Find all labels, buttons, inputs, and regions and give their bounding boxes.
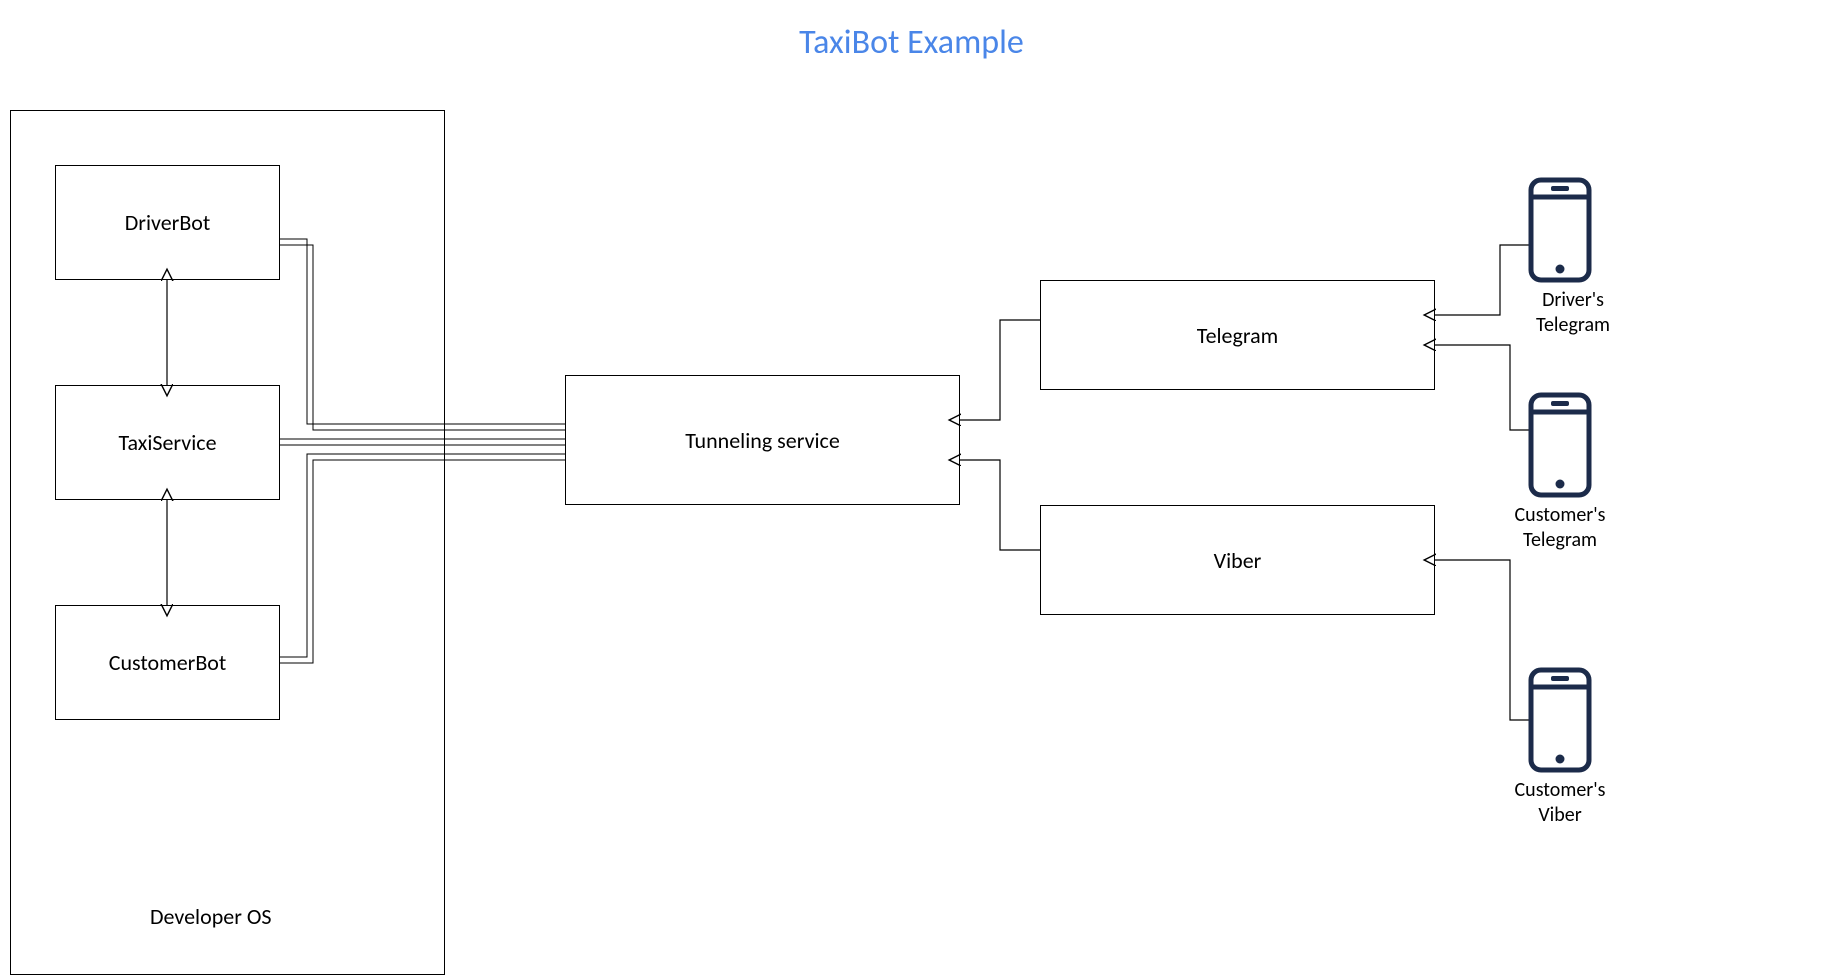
phone-icon	[1531, 180, 1589, 280]
node-label-viber: Viber	[1214, 547, 1262, 574]
diagram-title: TaxiBot Example	[0, 22, 1823, 63]
node-tunneling: Tunneling service	[565, 375, 960, 505]
node-label-taxi_service: TaxiService	[118, 429, 216, 456]
node-viber: Viber	[1040, 505, 1435, 615]
phone-label-customers_viber: Customer's Viber	[1500, 778, 1620, 828]
phone-icon	[1531, 395, 1589, 495]
node-taxi_service: TaxiService	[55, 385, 280, 500]
node-driver_bot: DriverBot	[55, 165, 280, 280]
node-label-telegram: Telegram	[1197, 322, 1278, 349]
node-label-tunneling: Tunneling service	[685, 427, 840, 454]
node-label-customer_bot: CustomerBot	[109, 649, 227, 676]
phone-label-drivers_telegram: Driver's Telegram	[1513, 288, 1633, 338]
node-telegram: Telegram	[1040, 280, 1435, 390]
node-customer_bot: CustomerBot	[55, 605, 280, 720]
phone-label-customers_telegram: Customer's Telegram	[1500, 503, 1620, 553]
phone-icon	[1531, 670, 1589, 770]
node-label-driver_bot: DriverBot	[125, 209, 211, 236]
container-label-developer_os: Developer OS	[150, 903, 272, 930]
